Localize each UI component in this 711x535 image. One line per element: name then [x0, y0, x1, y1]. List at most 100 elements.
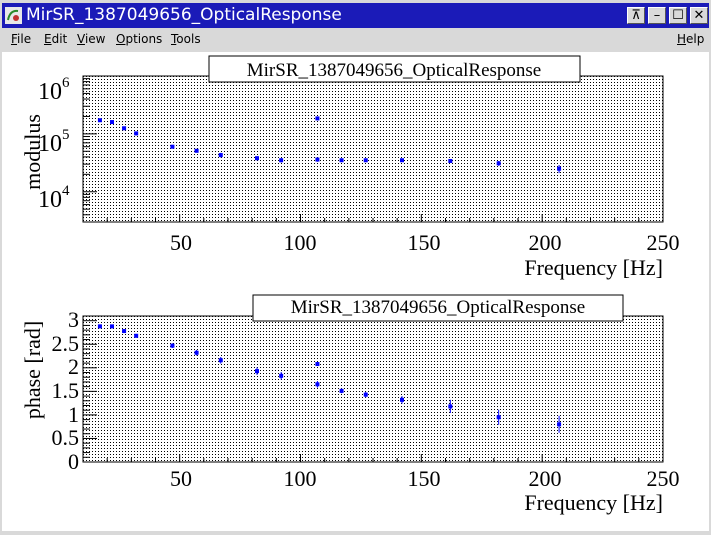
phase-x-tick-labels: 50 100 150 200 250	[170, 466, 680, 491]
maximize-button[interactable]: ☐	[669, 7, 687, 24]
modulus-data-point	[218, 153, 223, 158]
menu-tools[interactable]: Tools	[171, 32, 201, 46]
modulus-data-point	[122, 126, 127, 131]
plot-canvas[interactable]: 50 100 150 200 250 106 105 104 Frequency…	[2, 52, 709, 531]
phase-data-point	[315, 362, 320, 367]
phase-x-tick-200: 200	[529, 466, 562, 491]
menu-help[interactable]: Help	[677, 32, 704, 46]
modulus-data-point	[134, 131, 139, 136]
phase-data-point	[218, 358, 223, 363]
modulus-ticks	[82, 75, 664, 223]
minimize-button[interactable]: –	[648, 7, 666, 24]
phase-points	[97, 324, 562, 433]
modulus-x-tick-100: 100	[284, 230, 317, 255]
modulus-data-point	[255, 156, 259, 161]
menu-view-label: iew	[84, 32, 106, 46]
modulus-y-tick-1e5: 105	[38, 127, 70, 157]
modulus-data-point	[448, 158, 453, 163]
phase-data-point	[122, 329, 127, 334]
phase-data-point	[496, 415, 501, 420]
app-icon	[5, 7, 22, 24]
phase-data-point	[255, 369, 259, 374]
menu-options-mnemonic: O	[116, 32, 126, 46]
window-title: MirSR_1387049656_OpticalResponse	[26, 5, 342, 25]
modulus-data-point	[400, 158, 404, 163]
menu-help-label: elp	[686, 32, 705, 46]
phase-data-point	[363, 392, 368, 397]
modulus-x-tick-250: 250	[647, 230, 680, 255]
modulus-data-point	[97, 118, 102, 123]
phase-y-tick-2.5: 2.5	[52, 331, 80, 356]
menu-file-label: ile	[17, 32, 32, 46]
menu-options-label: ptions	[125, 32, 163, 46]
modulus-data-point	[315, 157, 320, 162]
modulus-y-axis-label: modulus	[20, 114, 45, 190]
menu-tools-label: ools	[176, 32, 201, 46]
window-titlebar[interactable]: MirSR_1387049656_OpticalResponse ⊼ – ☐ ✕	[0, 0, 711, 30]
menu-bar: File Edit View Options Tools Help	[0, 30, 711, 50]
phase-data-point	[279, 373, 284, 378]
menu-help-mnemonic: H	[677, 32, 687, 46]
plots-svg[interactable]: 50 100 150 200 250 106 105 104 Frequency…	[2, 52, 709, 531]
menu-file-mnemonic: F	[11, 32, 18, 46]
modulus-data-point	[279, 158, 284, 163]
modulus-data-point	[170, 144, 175, 149]
phase-y-tick-labels: 0 0.5 1 1.5 2 2.5 3	[52, 307, 80, 474]
phase-x-tick-250: 250	[647, 466, 680, 491]
modulus-title-box	[208, 55, 581, 83]
menu-tools-mnemonic: T	[171, 32, 177, 46]
modulus-data-point	[315, 116, 320, 121]
modulus-data-point	[496, 161, 501, 166]
menu-edit-label: dit	[51, 32, 68, 46]
modulus-x-tick-50: 50	[170, 230, 192, 255]
phase-data-point	[315, 382, 320, 387]
phase-data-point	[97, 324, 102, 329]
phase-y-tick-1.5: 1.5	[52, 378, 80, 403]
modulus-data-point	[110, 120, 114, 125]
modulus-data-point	[194, 148, 199, 153]
phase-y-tick-3: 3	[68, 307, 79, 332]
stay-on-top-button[interactable]: ⊼	[627, 7, 645, 24]
modulus-y-tick-labels: 106 105 104	[38, 75, 70, 213]
phase-x-tick-50: 50	[170, 466, 192, 491]
phase-y-tick-2: 2	[68, 354, 79, 379]
phase-grid-pattern	[83, 316, 663, 462]
phase-x-tick-150: 150	[408, 466, 441, 491]
phase-plot: 50 100 150 200 250 0 0.5 1 1.5 2 2.5 3 F…	[20, 294, 680, 515]
modulus-data-point	[339, 158, 344, 163]
close-button[interactable]: ✕	[690, 7, 708, 24]
menu-view[interactable]: View	[77, 32, 105, 46]
menu-edit[interactable]: Edit	[44, 32, 67, 46]
phase-data-point	[448, 404, 453, 409]
menu-view-mnemonic: V	[77, 32, 85, 46]
modulus-data-point	[363, 158, 368, 163]
modulus-x-tick-200: 200	[529, 230, 562, 255]
phase-y-tick-0: 0	[68, 449, 79, 474]
modulus-y-tick-1e6: 106	[38, 75, 70, 105]
menu-options[interactable]: Options	[116, 32, 162, 46]
phase-title-box	[252, 294, 624, 322]
phase-data-point	[400, 397, 404, 402]
phase-data-point	[134, 333, 139, 338]
modulus-data-point	[557, 166, 562, 171]
phase-x-tick-100: 100	[284, 466, 317, 491]
menu-file[interactable]: File	[11, 32, 31, 46]
modulus-x-tick-labels: 50 100 150 200 250	[170, 230, 680, 255]
phase-y-axis-label: phase [rad]	[20, 321, 45, 419]
menu-edit-mnemonic: E	[44, 32, 52, 46]
phase-ticks	[82, 315, 664, 463]
phase-x-axis-label: Frequency [Hz]	[524, 490, 663, 515]
modulus-grid-pattern	[83, 76, 663, 222]
modulus-plot: 50 100 150 200 250 106 105 104 Frequency…	[20, 55, 680, 280]
phase-y-tick-1: 1	[68, 402, 79, 427]
modulus-x-tick-150: 150	[408, 230, 441, 255]
modulus-y-tick-1e4: 104	[38, 183, 70, 213]
phase-y-tick-0.5: 0.5	[52, 425, 80, 450]
modulus-title: MirSR_1387049656_OpticalResponse	[247, 60, 542, 81]
phase-data-point	[170, 343, 175, 348]
phase-data-point	[557, 422, 562, 427]
phase-data-point	[194, 350, 199, 355]
phase-title: MirSR_1387049656_OpticalResponse	[291, 297, 586, 318]
phase-data-point	[110, 324, 114, 329]
titlebar-background	[2, 3, 709, 28]
